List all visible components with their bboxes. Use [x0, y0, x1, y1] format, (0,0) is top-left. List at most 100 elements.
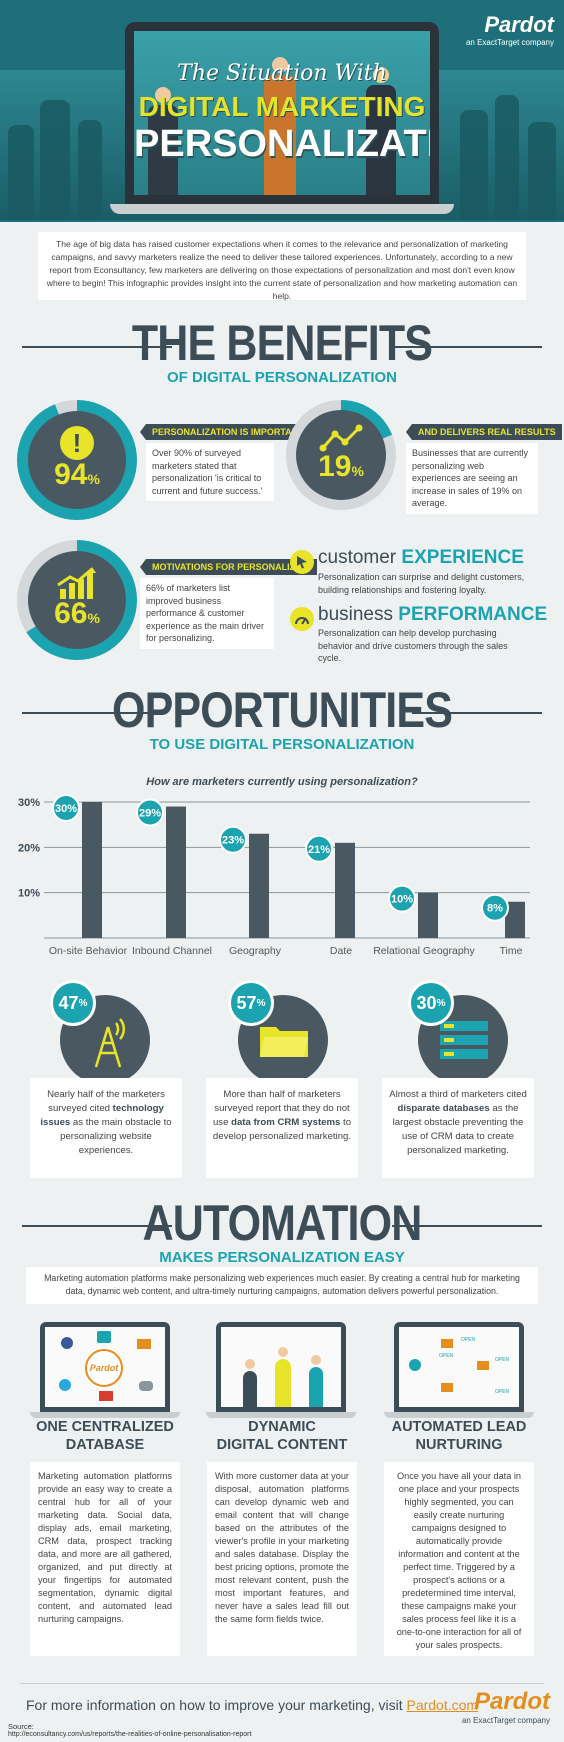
stat-94-text: Over 90% of surveyed marketers stated th…	[146, 443, 274, 501]
footer-divider	[20, 1683, 544, 1684]
header-brand-name: Pardot	[484, 12, 554, 37]
y-tick-label: 10%	[18, 888, 40, 900]
benefits-heading-block: THE BENEFITS OF DIGITAL PERSONALIZATION	[0, 317, 564, 386]
y-tick-label: 30%	[18, 797, 40, 809]
opportunities-subheading: TO USE DIGITAL PERSONALIZATION	[149, 736, 415, 753]
category-label: Date	[330, 945, 352, 957]
gauge-icon	[290, 607, 314, 631]
exclamation-icon: !	[60, 426, 94, 460]
category-label: Geography	[229, 945, 282, 957]
stat-19-text: Businesses that are currently personaliz…	[406, 443, 538, 514]
problem-3-circle	[418, 995, 508, 1085]
data-label: 29%	[139, 808, 161, 820]
header-title-line2: DIGITAL MARKETING	[138, 91, 426, 122]
data-label-badge	[52, 794, 80, 822]
database-stack-icon	[440, 1021, 488, 1059]
chart-bar	[335, 842, 355, 938]
open-label: OPEN	[495, 1389, 510, 1395]
personalization-bar-chart: 10% 20% 30% 30% On-site Behavior 29% Inbound C…	[18, 794, 530, 957]
intro-text: The age of big data has raised customer …	[38, 232, 526, 301]
chart-question: How are marketers currently using person…	[146, 776, 418, 788]
problem-3-card: Almost a third of marketers cited dispar…	[382, 1078, 534, 1178]
database-text: Marketing automation platforms provide a…	[30, 1462, 180, 1656]
chart-bar	[166, 806, 186, 938]
problem-2-card: More than half of marketers surveyed rep…	[206, 1078, 358, 1178]
data-label: 8%	[487, 903, 503, 915]
opportunities-heading: OPPORTUNITIES	[111, 682, 453, 738]
trend-line-icon	[319, 424, 363, 452]
stat-19-ring: 19%	[286, 400, 396, 510]
data-label-badge	[136, 798, 164, 827]
divider-left	[22, 346, 172, 348]
nurturing-title: AUTOMATED LEAD NURTURING	[391, 1419, 527, 1453]
chart-bar	[505, 901, 525, 938]
stat-66-unit: %	[87, 610, 100, 626]
benefits-heading: THE BENEFITS	[131, 315, 433, 371]
stat-19-value: 19	[318, 450, 352, 483]
database-hub-circle: Pardot	[85, 1349, 123, 1387]
divider-left	[22, 712, 152, 714]
source-label: Source:	[8, 1722, 34, 1731]
stat-19-unit: %	[351, 463, 364, 479]
stat-94-value: 94	[54, 458, 88, 491]
problem-1-card: Nearly half of the marketers surveyed ci…	[30, 1078, 182, 1178]
header-laptop: The Situation With DIGITAL MARKETING PER…	[125, 22, 439, 204]
header-logo: Pardot an ExactTarget company	[466, 12, 554, 47]
data-label: 10%	[391, 894, 413, 906]
automation-intro: Marketing automation platforms make pers…	[26, 1267, 538, 1304]
database-title: ONE CENTRALIZED DATABASE	[36, 1419, 174, 1453]
data-label-badge	[305, 834, 333, 863]
source-url[interactable]: http://econsultancy.com/us/reports/the-r…	[8, 1731, 252, 1738]
open-label: OPEN	[461, 1337, 476, 1343]
category-label: Inbound Channel	[132, 945, 212, 957]
database-laptop-base	[30, 1412, 180, 1418]
category-label: On-site Behavior	[49, 945, 128, 957]
stat-94-unit: %	[87, 471, 100, 487]
nurturing-text: Once you have all your data in one place…	[384, 1462, 534, 1656]
email-step-icon	[441, 1339, 453, 1348]
problem-1-badge: 47%	[50, 980, 96, 1026]
automation-heading: AUTOMATION	[142, 1195, 423, 1251]
problem-2-badge: 57%	[228, 980, 274, 1026]
business-performance-title: business PERFORMANCE	[318, 604, 548, 625]
pardot-link[interactable]: Pardot.com	[406, 1697, 479, 1713]
stat-94-ring: ! 94%	[17, 400, 137, 520]
data-label-badge	[388, 884, 416, 913]
email-step-icon	[441, 1383, 453, 1392]
header-brand-sub: an ExactTarget company	[465, 38, 554, 47]
stat-66-value: 66	[54, 597, 88, 630]
stat-66-text: 66% of marketers list improved business …	[140, 578, 274, 649]
data-label: 21%	[308, 844, 330, 856]
drip-start-icon	[409, 1359, 421, 1371]
content-laptop-base	[206, 1412, 356, 1418]
footer-brand-name: Pardot	[473, 1688, 550, 1715]
category-label: Time	[500, 945, 523, 957]
email-step-icon	[477, 1361, 489, 1370]
database-laptop: Pardot	[40, 1322, 170, 1412]
automation-heading-block: AUTOMATION MAKES PERSONALIZATION EASY	[0, 1197, 564, 1266]
chart-bar	[82, 802, 102, 938]
nurturing-laptop-base	[384, 1412, 534, 1418]
chart-bar	[418, 892, 438, 938]
stat-94-tag: PERSONALIZATION IS IMPORTANT	[140, 424, 310, 440]
header-title-line3: PERSONALIZATION	[134, 123, 430, 165]
contact-card-icon	[97, 1331, 111, 1343]
content-laptop	[216, 1322, 346, 1412]
opportunities-heading-block: OPPORTUNITIES TO USE DIGITAL PERSONALIZA…	[0, 684, 564, 753]
nurturing-laptop: OPEN OPEN OPEN OPEN	[394, 1322, 524, 1412]
stat-66-tag: MOTIVATIONS FOR PERSONALIZING	[139, 559, 318, 575]
divider-right	[392, 346, 542, 348]
header-laptop-base	[110, 204, 454, 214]
data-label: 30%	[55, 803, 77, 815]
footer-logo: Pardot an ExactTarget company	[462, 1688, 550, 1725]
email-icon	[99, 1391, 113, 1401]
stat-66-ring: 66%	[17, 540, 137, 660]
data-label-badge	[219, 825, 247, 854]
problem-3-badge: 30%	[408, 980, 454, 1026]
automation-subheading: MAKES PERSONALIZATION EASY	[159, 1249, 405, 1266]
footer-brand-sub: an ExactTarget company	[461, 1716, 550, 1725]
divider-right	[392, 1225, 542, 1227]
growth-chart-icon	[57, 567, 96, 599]
chart-bar	[249, 833, 269, 938]
